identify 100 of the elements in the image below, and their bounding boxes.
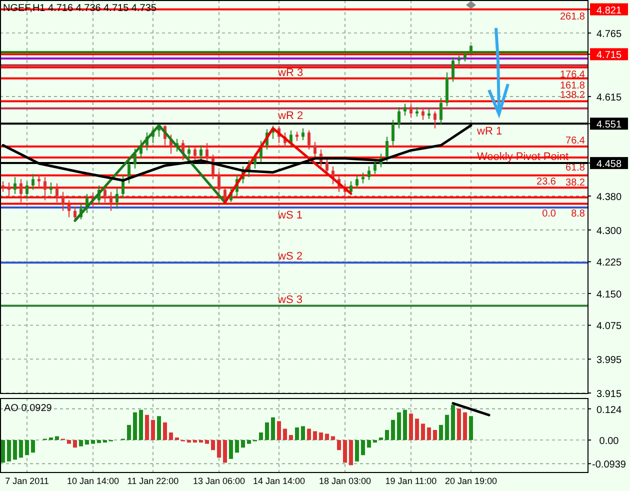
bar	[421, 424, 425, 440]
candlestick	[374, 160, 376, 175]
bar	[355, 440, 359, 462]
bar	[451, 404, 455, 440]
x-tick-label: 20 Jan 19:00	[444, 476, 498, 486]
y-tick-label: 4.458	[596, 159, 622, 170]
bar	[307, 428, 311, 440]
annotation: 76.4	[566, 136, 586, 147]
candlestick	[434, 110, 436, 129]
x-tick-label: 18 Jan 03:00	[318, 476, 372, 486]
bar	[217, 440, 221, 458]
candlestick	[362, 172, 364, 184]
bar	[223, 440, 227, 463]
bar	[427, 427, 431, 440]
candlestick	[404, 103, 406, 116]
bar	[187, 440, 191, 443]
annotation: 138.2	[560, 90, 586, 102]
candlestick	[200, 144, 202, 161]
candlestick	[194, 146, 196, 163]
bar	[19, 440, 23, 458]
candlestick	[452, 56, 454, 82]
candlestick	[416, 106, 418, 117]
candlestick	[74, 206, 76, 222]
annotation: 0.0	[542, 208, 556, 220]
x-tick-label: 11 Jan 22:00	[127, 476, 179, 486]
bar	[97, 440, 101, 444]
candlestick	[398, 106, 400, 129]
candlestick	[440, 97, 442, 125]
bar	[373, 440, 377, 443]
bar	[31, 440, 35, 453]
bar	[205, 440, 209, 444]
y-tick-label: 4.821	[596, 5, 622, 16]
bar	[229, 440, 233, 459]
bar	[439, 424, 443, 440]
x-tick-label: 7 Jan 2011	[5, 476, 49, 486]
bar	[175, 438, 179, 440]
y-tick-label: 4.075	[596, 321, 622, 332]
bar	[7, 440, 11, 462]
bar	[463, 412, 467, 440]
candlestick	[134, 148, 136, 170]
candlestick	[314, 141, 316, 158]
bar	[163, 422, 167, 440]
ref-line-label: wS 3	[277, 294, 302, 306]
bar	[313, 431, 317, 440]
ref-line-label: wR 3	[277, 67, 304, 80]
bar	[325, 434, 329, 440]
bar	[337, 440, 341, 450]
candlestick	[308, 130, 310, 150]
y-tick-label: 4.765	[596, 29, 622, 40]
candlestick	[2, 180, 4, 192]
bar	[55, 436, 59, 440]
bar	[391, 420, 395, 440]
bar	[1, 440, 5, 463]
bar	[319, 432, 323, 440]
y-tick-label: -0.0939	[592, 460, 626, 471]
bar	[85, 440, 89, 445]
y-tick-label: 0.00	[599, 436, 620, 448]
candlestick	[56, 182, 58, 203]
bar	[283, 428, 287, 440]
y-tick-label: 4.380	[596, 192, 622, 204]
bar	[379, 438, 383, 440]
bar	[151, 420, 155, 440]
bar	[139, 410, 143, 440]
y-tick-label: 4.715	[596, 50, 622, 62]
bar	[385, 430, 389, 440]
candlestick	[296, 131, 298, 142]
candlestick	[206, 142, 208, 165]
bar	[49, 438, 53, 440]
y-tick-label: 4.225	[596, 258, 622, 269]
bar	[235, 440, 239, 453]
candlestick	[422, 108, 424, 120]
y-tick-label: 3.995	[596, 355, 622, 366]
ref-line-label: wS 1	[277, 209, 302, 222]
bar	[157, 416, 161, 440]
annotation: 161.8	[560, 80, 586, 92]
y-tick-label: 0.124	[596, 404, 622, 416]
candlestick	[116, 188, 118, 210]
bar	[91, 440, 95, 444]
bar	[169, 432, 173, 440]
bar	[289, 435, 293, 440]
candlestick	[386, 136, 388, 162]
bar	[445, 414, 449, 440]
bar	[79, 440, 83, 446]
bar	[397, 412, 401, 440]
bar	[199, 440, 203, 443]
bar	[469, 416, 473, 440]
candlestick	[428, 108, 430, 120]
annotation: 8.8	[571, 208, 586, 220]
annotation: 261.8	[560, 11, 586, 22]
candlestick	[302, 128, 304, 141]
candlestick	[410, 104, 412, 118]
annotation: 23.6	[536, 176, 556, 188]
candlestick	[8, 182, 10, 197]
y-tick-label: 4.150	[596, 289, 622, 300]
bar	[265, 422, 269, 440]
bar	[301, 426, 305, 440]
x-tick-label: 19 Jan 11:00	[385, 476, 437, 486]
candlestick	[38, 174, 40, 188]
bar	[271, 417, 275, 440]
bar	[349, 440, 353, 466]
